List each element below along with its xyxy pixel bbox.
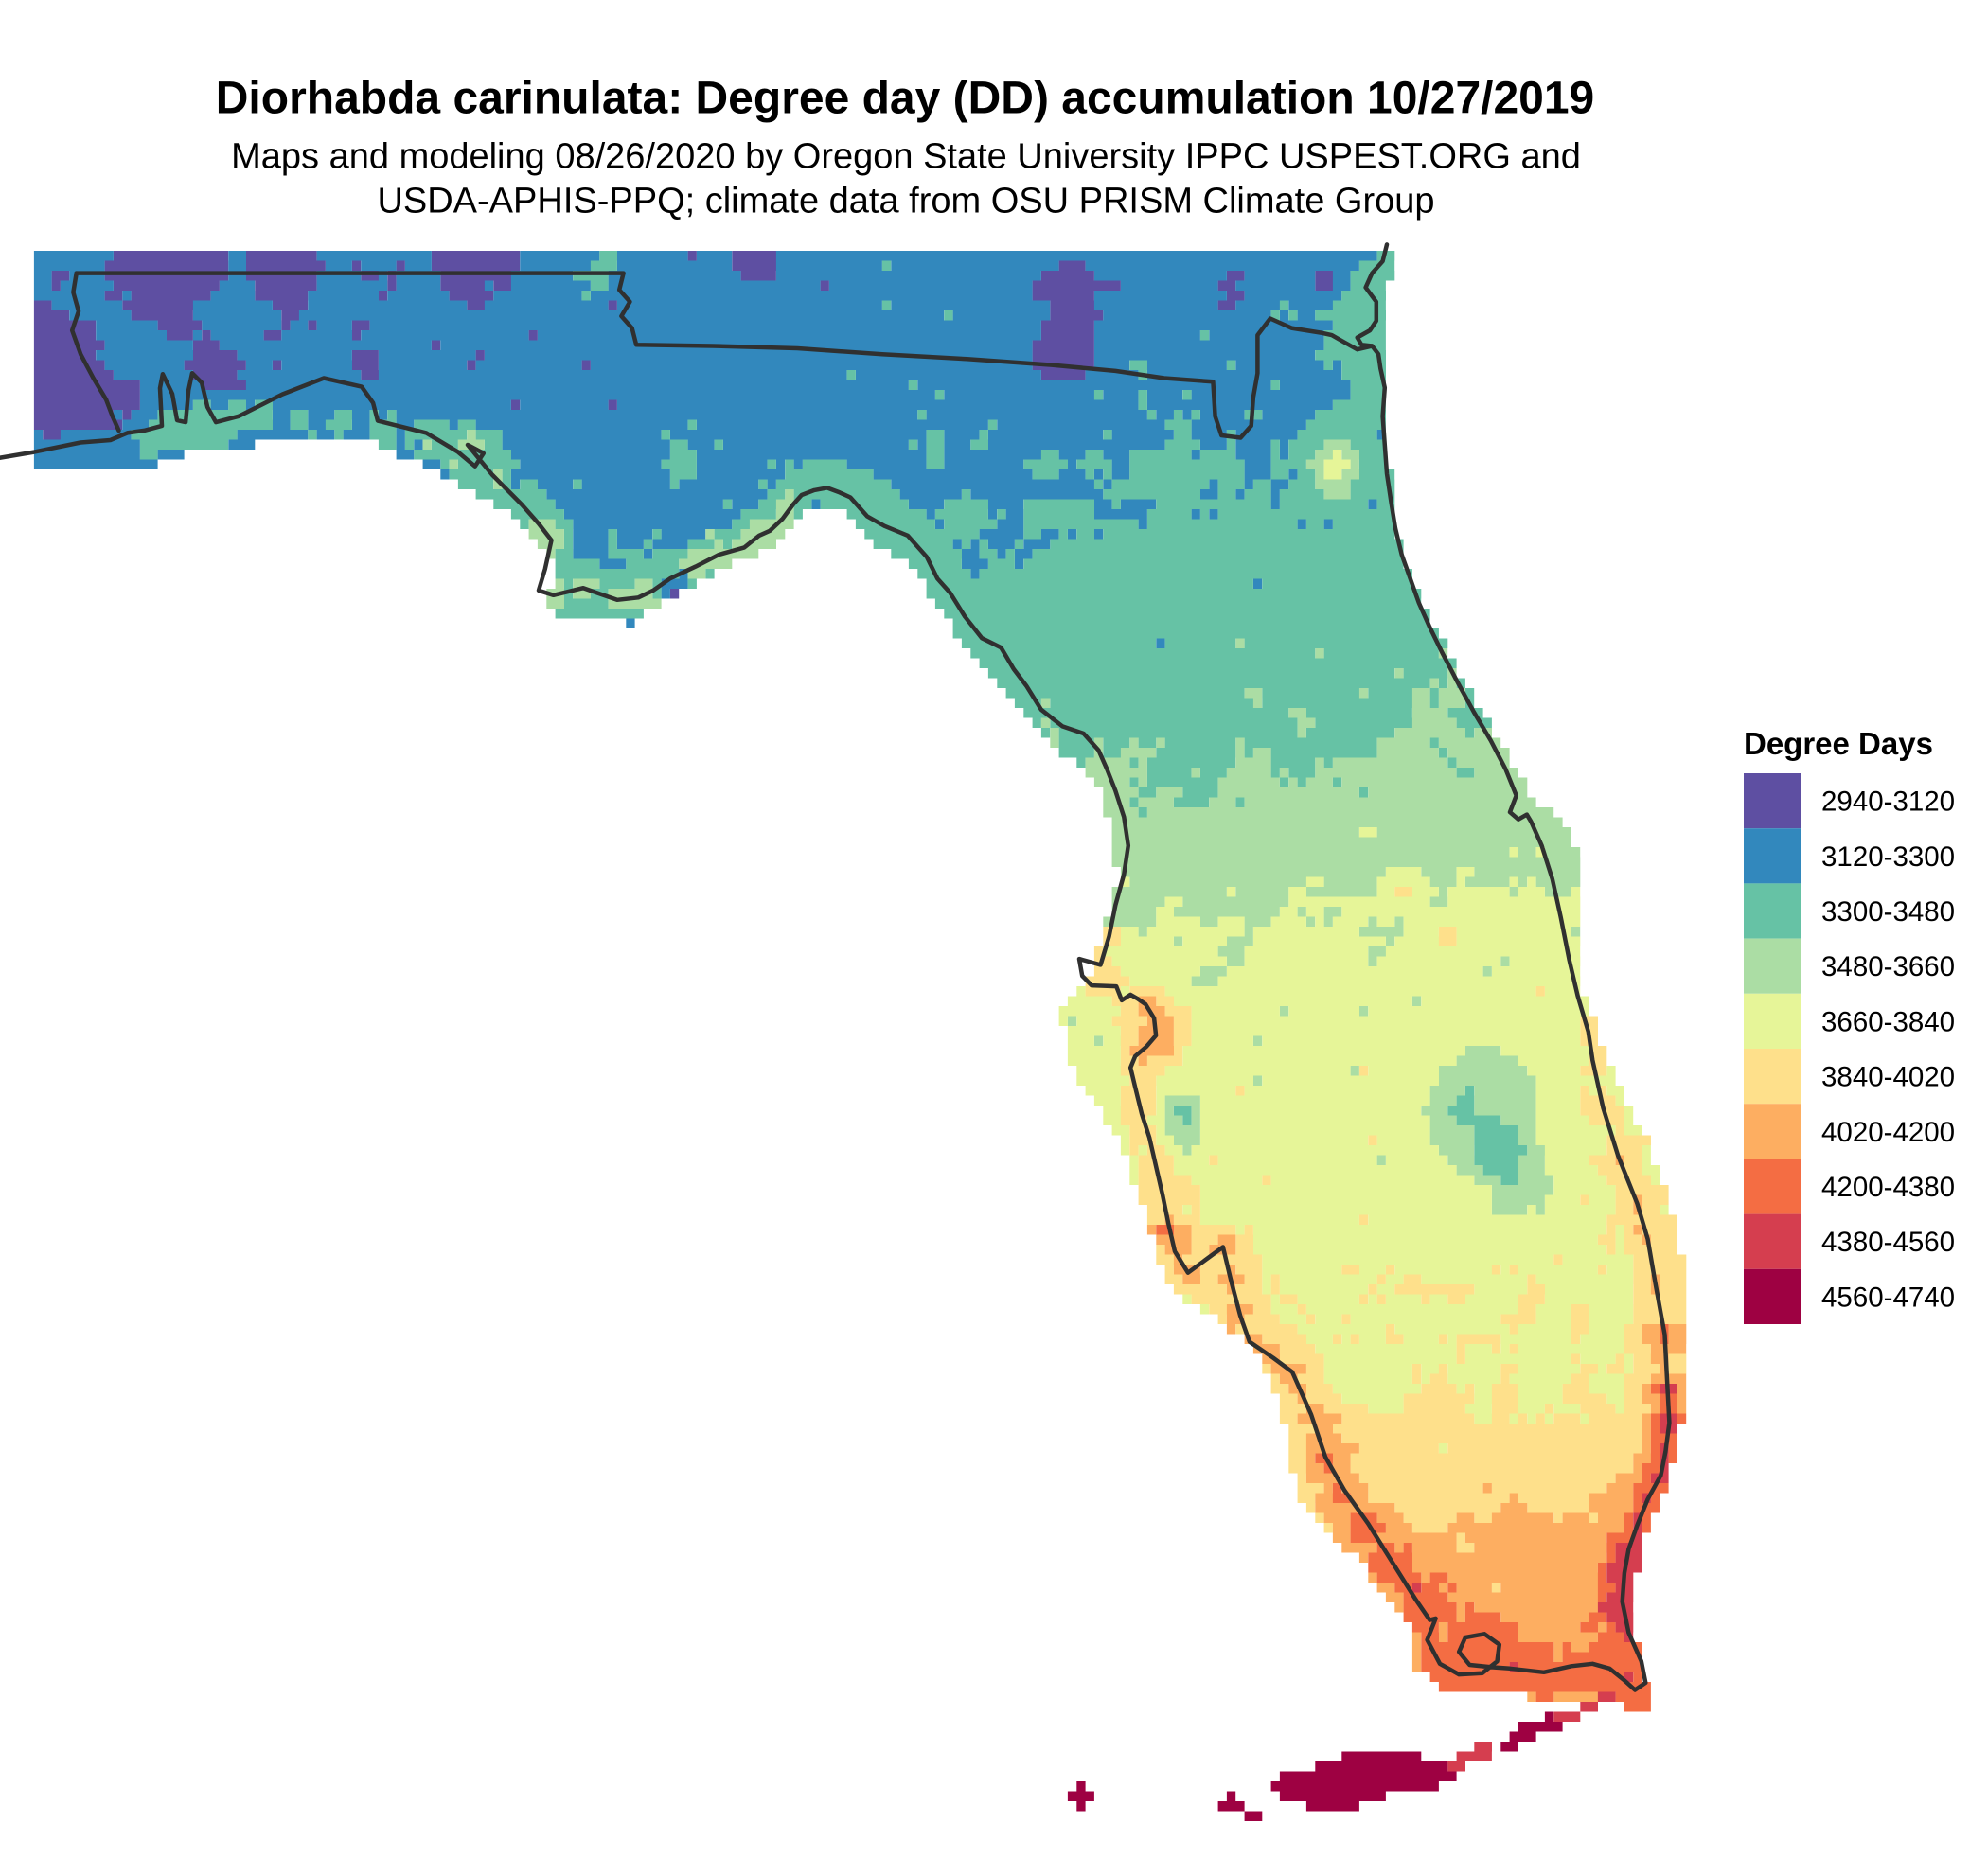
svg-text:3300-3480: 3300-3480 xyxy=(1821,896,1955,928)
svg-text:4560-4740: 4560-4740 xyxy=(1821,1282,1955,1313)
svg-text:Diorhabda carinulata: Degree d: Diorhabda carinulata: Degree day (DD) ac… xyxy=(216,74,1595,124)
svg-text:2940-3120: 2940-3120 xyxy=(1821,787,1955,818)
svg-text:3660-3840: 3660-3840 xyxy=(1821,1006,1955,1037)
svg-text:3120-3300: 3120-3300 xyxy=(1821,841,1955,873)
svg-text:3840-4020: 3840-4020 xyxy=(1821,1062,1955,1093)
svg-text:3480-3660: 3480-3660 xyxy=(1821,951,1955,982)
svg-text:4020-4200: 4020-4200 xyxy=(1821,1117,1955,1148)
svg-text:4380-4560: 4380-4560 xyxy=(1821,1227,1955,1258)
svg-text:4200-4380: 4200-4380 xyxy=(1821,1172,1955,1203)
svg-text:Maps and modeling 08/26/2020 b: Maps and modeling 08/26/2020 by Oregon S… xyxy=(231,137,1581,177)
svg-text:Degree Days: Degree Days xyxy=(1744,726,1933,761)
svg-text:USDA-APHIS-PPQ; climate data f: USDA-APHIS-PPQ; climate data from OSU PR… xyxy=(377,181,1434,221)
